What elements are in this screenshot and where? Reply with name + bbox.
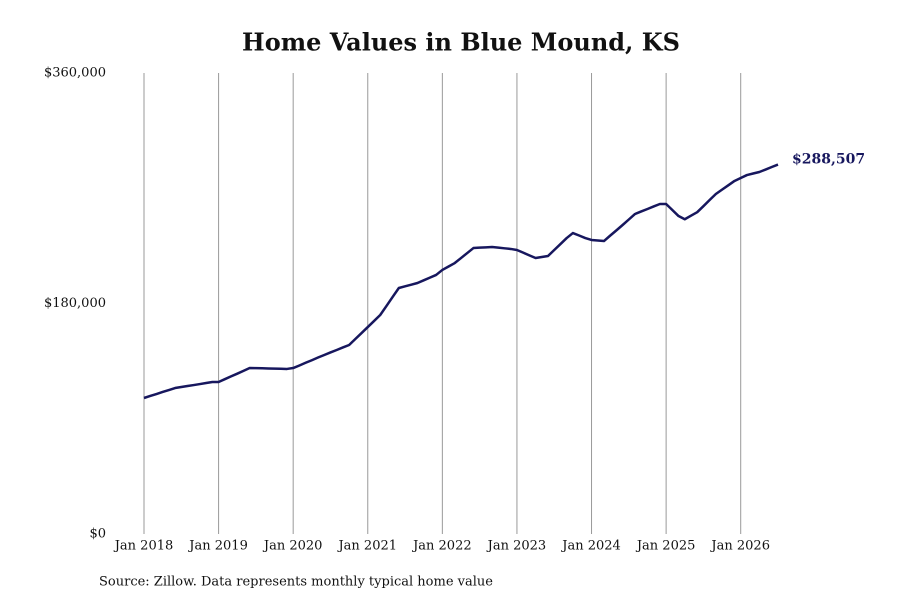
y-tick-label: $360,000 bbox=[44, 66, 106, 81]
chart-title: Home Values in Blue Mound, KS bbox=[242, 28, 680, 57]
x-tick-label: Jan 2024 bbox=[560, 539, 621, 554]
x-tick-label: Jan 2025 bbox=[635, 539, 696, 554]
x-tick-label: Jan 2022 bbox=[411, 539, 472, 554]
value-label: $288,507 bbox=[792, 152, 865, 168]
y-tick-label: $0 bbox=[89, 527, 106, 542]
x-tick-label: Jan 2019 bbox=[187, 539, 248, 554]
source-note: Source: Zillow. Data represents monthly … bbox=[99, 575, 493, 590]
line-series bbox=[143, 163, 779, 400]
x-tick-label: Jan 2018 bbox=[113, 539, 174, 554]
x-tick-label: Jan 2020 bbox=[262, 539, 323, 554]
x-tick-label: Jan 2023 bbox=[486, 539, 547, 554]
x-tick-label: Jan 2021 bbox=[336, 539, 397, 554]
y-tick-label: $180,000 bbox=[44, 296, 106, 311]
x-tick-label: Jan 2026 bbox=[709, 539, 770, 554]
